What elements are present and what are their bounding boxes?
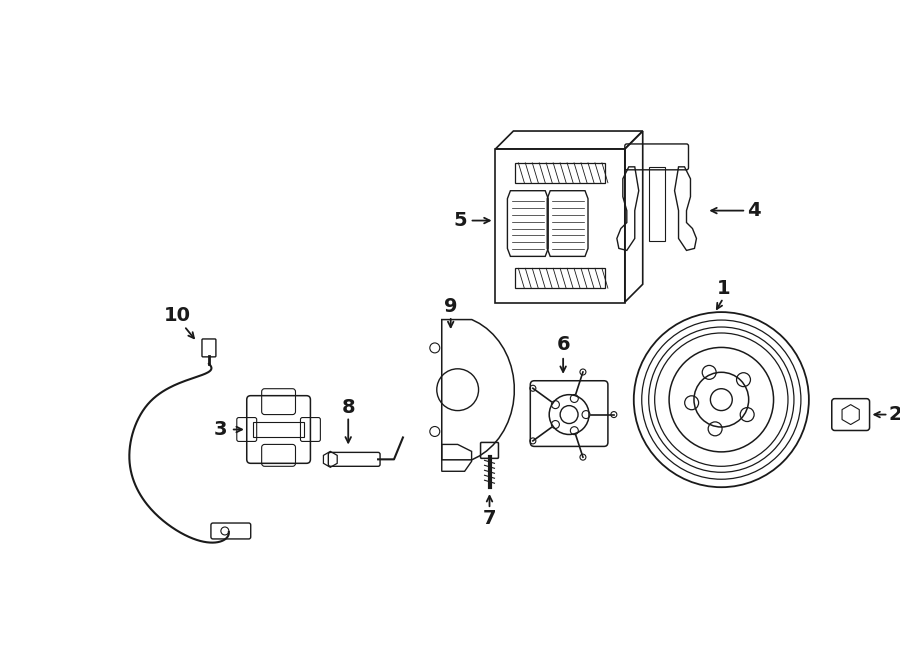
- Bar: [516, 268, 605, 288]
- Text: 2: 2: [888, 405, 900, 424]
- Bar: [516, 163, 605, 182]
- Text: 1: 1: [716, 279, 730, 297]
- Text: 4: 4: [747, 201, 761, 220]
- Bar: [496, 149, 625, 303]
- Text: 9: 9: [444, 297, 457, 315]
- Bar: [649, 167, 664, 241]
- Text: 3: 3: [214, 420, 228, 439]
- Text: 7: 7: [482, 508, 496, 527]
- Bar: [253, 422, 304, 438]
- Text: 10: 10: [164, 305, 191, 325]
- Text: 6: 6: [556, 335, 570, 354]
- Text: 8: 8: [341, 398, 355, 417]
- Text: 5: 5: [454, 211, 467, 230]
